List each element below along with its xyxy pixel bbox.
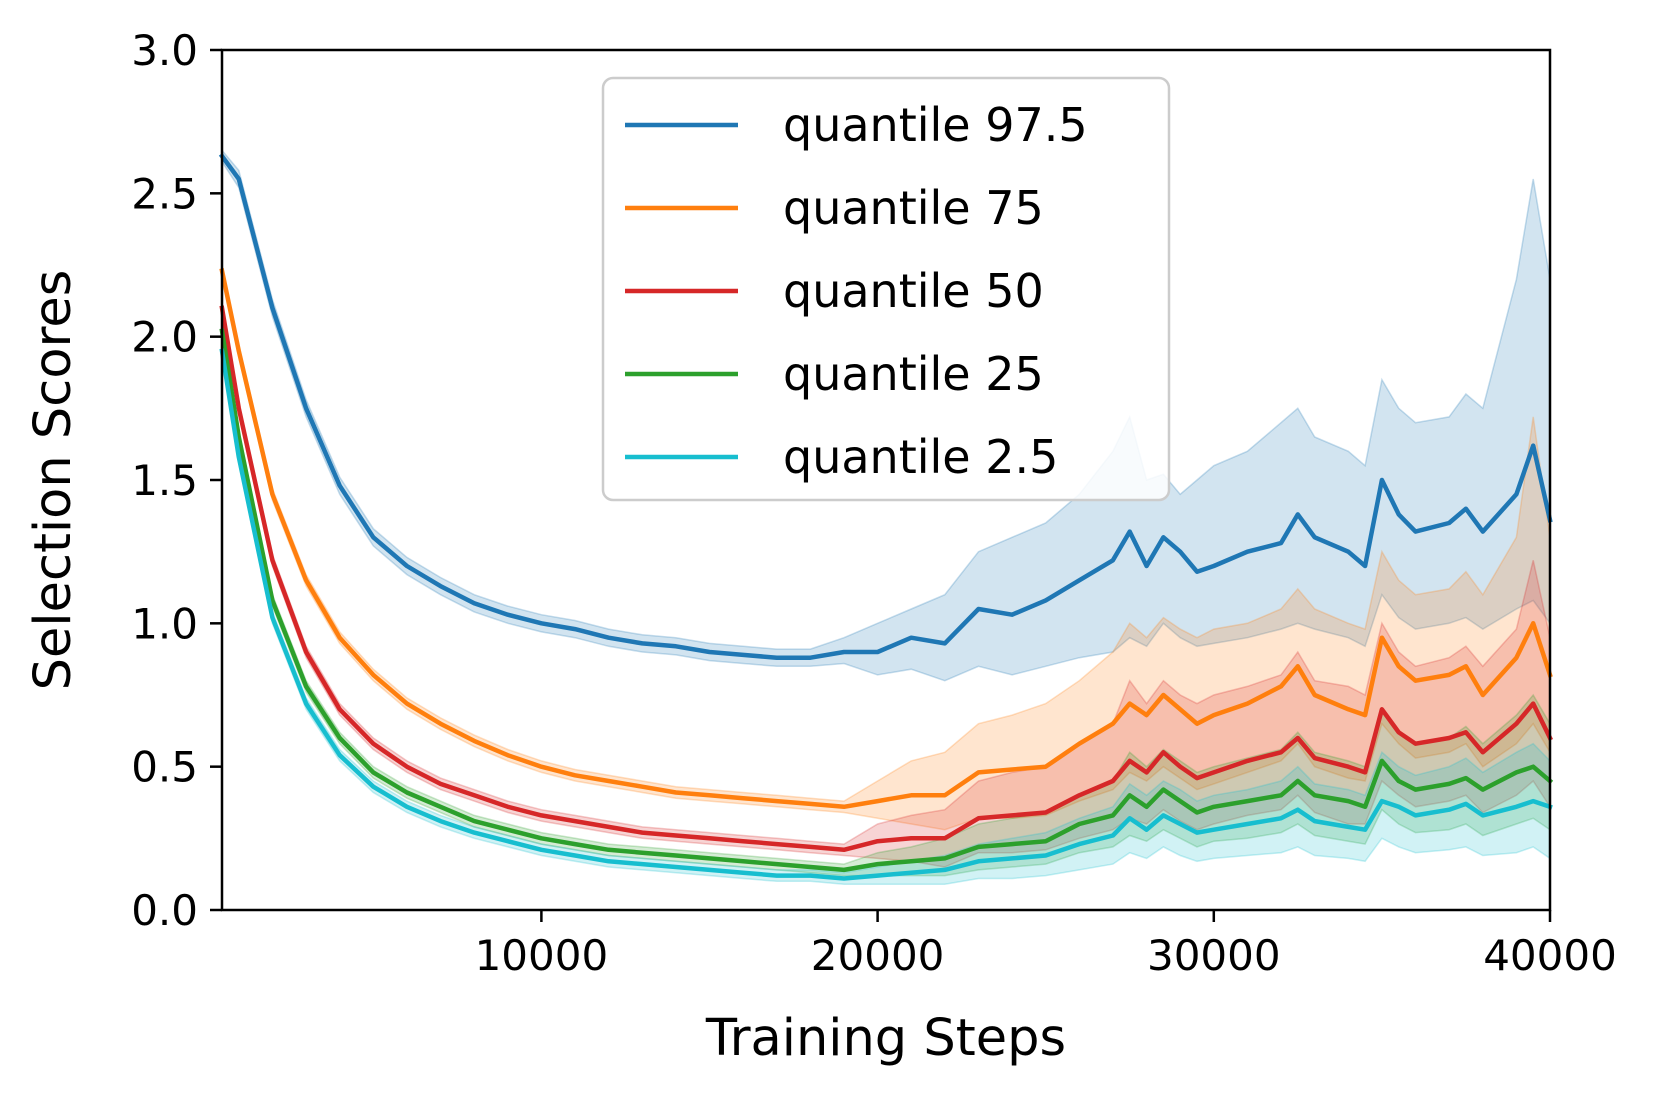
y-tick-label: 1.5 (131, 456, 198, 505)
x-tick-label: 10000 (475, 931, 609, 980)
y-tick-label: 2.5 (131, 169, 198, 218)
legend: quantile 97.5 quantile 75 quantile 50 quant… (601, 76, 1171, 502)
x-axis-title: Training Steps (705, 1009, 1066, 1068)
y-axis-title: Selection Scores (24, 270, 83, 691)
quantile-75-legend-label: quantile 75 (783, 181, 1044, 235)
quantile-50-legend-label: quantile 50 (783, 264, 1044, 318)
quantile-2-5-line (219, 348, 1553, 881)
x-axis-ticks: 10000 20000 30000 40000 (475, 910, 1617, 980)
quantile-50-line (219, 305, 1554, 853)
x-tick-label: 20000 (811, 931, 945, 980)
quantile-97-5-line (218, 152, 1553, 660)
quantile-25-line (219, 328, 1554, 873)
quantile-25-legend-label: quantile 25 (783, 347, 1044, 401)
x-tick-label: 40000 (1483, 931, 1617, 980)
series-lines (218, 152, 1554, 881)
y-tick-label: 0.0 (131, 886, 198, 935)
y-tick-label: 1.0 (131, 599, 198, 648)
y-tick-label: 0.5 (131, 743, 198, 792)
quantile-97-5-legend-label: quantile 97.5 (783, 98, 1088, 152)
y-tick-label: 3.0 (131, 26, 198, 75)
quantile-2-5-legend-label: quantile 2.5 (783, 430, 1058, 484)
quantile-75-line (219, 268, 1553, 810)
x-tick-label: 30000 (1147, 931, 1281, 980)
y-axis-ticks: 0.0 0.5 1.0 1.5 2.0 2.5 3.0 (131, 26, 222, 935)
y-tick-label: 2.0 (131, 313, 198, 362)
legend-box (601, 76, 1171, 502)
